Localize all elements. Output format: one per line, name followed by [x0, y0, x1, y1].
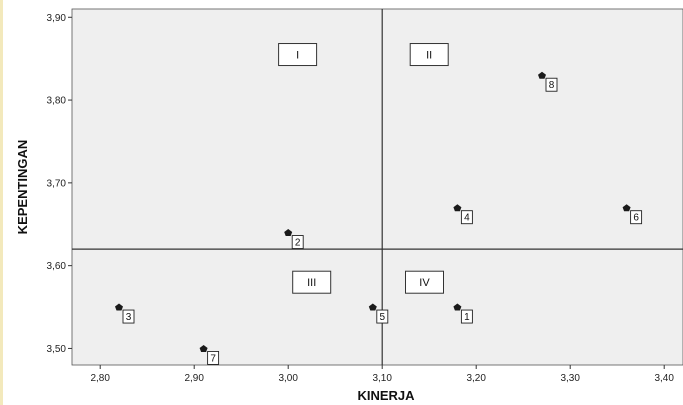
x-tick-label: 2,80: [90, 373, 110, 384]
point-label: 1: [464, 312, 470, 323]
point-label-box: [460, 210, 473, 225]
data-point-marker: [284, 229, 293, 237]
quadrant-label: I: [296, 50, 299, 62]
x-tick-label: 3,40: [654, 373, 674, 384]
y-tick-label: 3,60: [47, 261, 67, 272]
data-point-marker: [453, 303, 462, 311]
frame-left-strip: [0, 0, 3, 405]
quadrant-label: III: [307, 277, 316, 289]
point-label: 8: [549, 80, 555, 91]
x-tick-label: 2,90: [184, 373, 204, 384]
quadrant-box: [278, 43, 318, 67]
x-tick-label: 3,10: [372, 373, 392, 384]
point-label-box: [122, 309, 135, 324]
data-point-marker: [453, 204, 462, 212]
point-label: 7: [210, 353, 216, 364]
plot-area: [71, 8, 683, 366]
point-label-box: [545, 77, 558, 92]
point-label: 3: [126, 312, 132, 323]
y-tick-label: 3,90: [47, 13, 67, 24]
quadrant-label: IV: [419, 277, 430, 289]
point-label-box: [291, 235, 304, 249]
data-point-marker: [538, 71, 546, 79]
y-tick-label: 3,50: [47, 344, 67, 355]
data-point-marker: [368, 303, 377, 311]
point-label: 4: [464, 213, 470, 224]
point-label-box: [460, 309, 473, 324]
quadrant-label: II: [426, 50, 432, 62]
point-label-box: [207, 350, 220, 365]
y-tick-label: 3,80: [47, 96, 67, 107]
y-axis-title: KEPENTINGAN: [15, 140, 30, 235]
quadrant-box: [405, 270, 444, 294]
quadrant-box: [292, 270, 332, 294]
x-tick-label: 3,20: [466, 373, 486, 384]
point-label: 5: [380, 312, 386, 323]
x-axis-title: KINERJA: [357, 388, 415, 403]
point-label-box: [376, 309, 389, 324]
x-tick-label: 3,30: [560, 373, 580, 384]
data-point-marker: [115, 303, 123, 311]
point-label: 2: [295, 238, 301, 249]
quadrant-box: [409, 43, 449, 67]
data-point-marker: [199, 344, 208, 352]
point-label-box: [630, 210, 643, 225]
y-tick-label: 3,70: [47, 178, 67, 189]
point-label: 6: [633, 213, 639, 224]
data-point-marker: [622, 204, 631, 212]
x-tick-label: 3,00: [278, 373, 298, 384]
